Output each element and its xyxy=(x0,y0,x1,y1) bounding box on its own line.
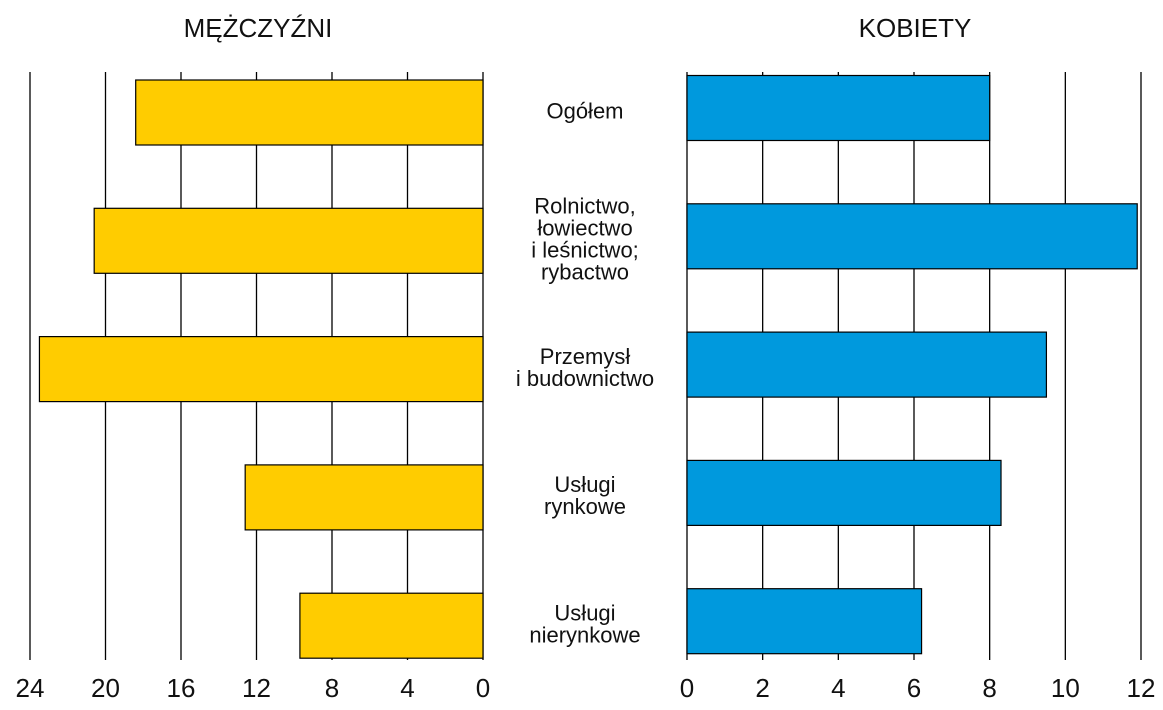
x-tick-label: 4 xyxy=(831,673,845,703)
bar xyxy=(686,459,1002,526)
category-label: Przemysł xyxy=(540,344,631,369)
chart-title: KOBIETY xyxy=(859,13,972,43)
bar xyxy=(93,207,484,274)
category-label: Usługi xyxy=(554,472,615,497)
x-tick-label: 16 xyxy=(167,673,196,703)
bar xyxy=(686,203,1138,270)
category-label: nierynkowe xyxy=(529,623,640,648)
x-tick-label: 0 xyxy=(680,673,694,703)
category-label: Ogółem xyxy=(546,98,623,123)
x-tick-label: 8 xyxy=(982,673,996,703)
category-label: łowiectwo xyxy=(537,216,632,241)
category-label: Usługi xyxy=(554,601,615,626)
category-label: rynkowe xyxy=(544,494,626,519)
chart-title: MĘŻCZYŹNI xyxy=(184,13,333,43)
bar xyxy=(244,464,484,531)
x-tick-label: 8 xyxy=(325,673,339,703)
bar xyxy=(686,331,1048,398)
x-tick-label: 10 xyxy=(1051,673,1080,703)
x-tick-label: 20 xyxy=(91,673,120,703)
x-tick-label: 24 xyxy=(16,673,45,703)
bar xyxy=(299,592,484,659)
category-label: i leśnictwo; xyxy=(531,238,639,263)
x-tick-label: 12 xyxy=(242,673,271,703)
category-label: rybactwo xyxy=(541,260,629,285)
x-tick-label: 0 xyxy=(476,673,490,703)
bar xyxy=(135,79,484,146)
x-tick-label: 6 xyxy=(907,673,921,703)
x-tick-label: 2 xyxy=(755,673,769,703)
bar xyxy=(38,336,484,403)
bar xyxy=(686,588,923,655)
category-label: i budownictwo xyxy=(516,366,654,391)
category-label: Rolnictwo, xyxy=(534,194,635,219)
x-tick-label: 4 xyxy=(400,673,414,703)
bar xyxy=(686,74,991,142)
x-tick-label: 12 xyxy=(1127,673,1156,703)
